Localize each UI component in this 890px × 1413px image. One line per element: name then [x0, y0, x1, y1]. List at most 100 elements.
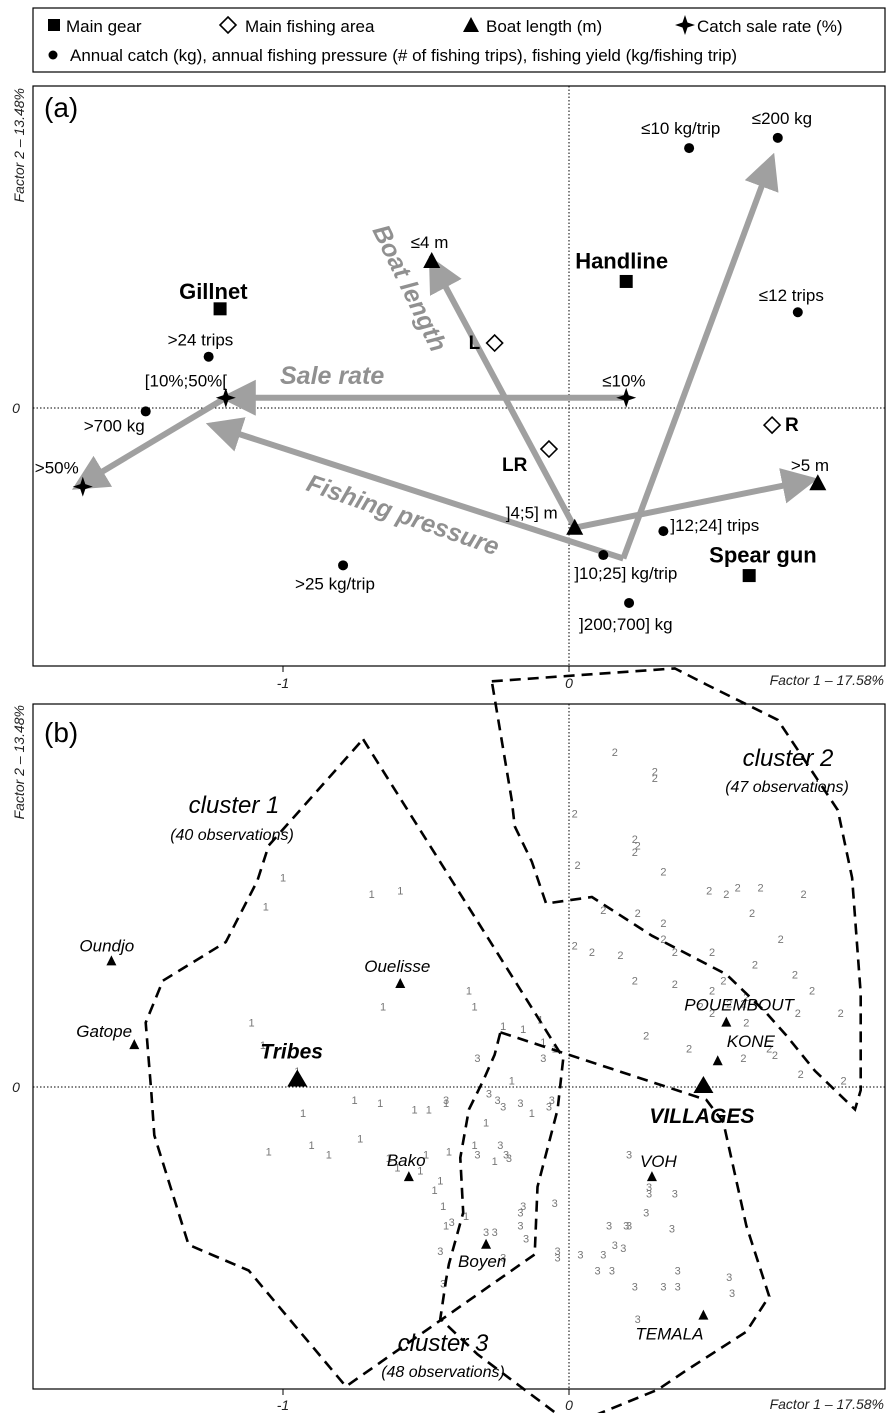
observation-cluster-1: 1: [446, 1146, 452, 1158]
village-marker-bako: [403, 1171, 414, 1182]
observation-cluster-3: 3: [600, 1249, 606, 1261]
village-label-gatope: Gatope: [76, 1022, 132, 1041]
observation-cluster-2: 2: [652, 773, 658, 785]
panel-b: (b) -1 0 0 Factor 1 – 17.58% Factor 2 – 13.4…: [11, 667, 886, 1413]
centroid-label-tribes: Tribes: [260, 1041, 323, 1064]
panel-b-cluster-hulls: [144, 667, 863, 1413]
legend-catch-sale-rate: Catch sale rate (%): [697, 17, 843, 36]
observation-cluster-3: 3: [620, 1243, 626, 1255]
marker-lr: [539, 439, 559, 459]
marker-24-trips: [203, 351, 214, 362]
star-marker-icon: [675, 15, 695, 35]
arrow-label-fishing-pressure: Fishing pressure: [303, 469, 503, 561]
cluster-1-observations: (40 observations): [170, 827, 294, 844]
panel-a-label: (a): [44, 92, 78, 123]
observation-cluster-1: 1: [432, 1185, 438, 1197]
village-label-oundjo: Oundjo: [79, 936, 134, 955]
observation-cluster-3: 3: [549, 1095, 555, 1107]
observation-cluster-1: 1: [443, 1098, 449, 1110]
observation-cluster-3: 3: [669, 1224, 675, 1236]
observation-cluster-2: 2: [686, 1043, 692, 1055]
observation-cluster-3: 3: [546, 1101, 552, 1113]
observation-cluster-3: 3: [646, 1182, 652, 1194]
label-25-kg-trip: >25 kg/trip: [295, 574, 375, 593]
panel-b-cluster-labels: cluster 1 (40 observations) cluster 2 (4…: [170, 745, 849, 1381]
observation-cluster-3: 3: [437, 1246, 443, 1258]
village-label-kone: KONE: [727, 1032, 776, 1051]
observation-cluster-2: 2: [758, 882, 764, 894]
village-marker-pouembout: [721, 1016, 732, 1027]
observation-cluster-3: 3: [729, 1288, 735, 1300]
observation-cluster-1: 1: [540, 1037, 546, 1049]
square-marker-icon: [48, 19, 60, 31]
observation-cluster-1: 1: [351, 1095, 357, 1107]
observation-cluster-2: 2: [660, 866, 666, 878]
observation-cluster-3: 3: [554, 1253, 560, 1265]
observation-cluster-1: 1: [529, 1108, 535, 1120]
observation-cluster-2: 2: [709, 947, 715, 959]
observation-cluster-2: 2: [697, 1002, 703, 1014]
observation-cluster-2: 2: [766, 1043, 772, 1055]
village-label-temala: TEMALA: [635, 1325, 703, 1344]
arrow-sale-rate: [71, 395, 228, 490]
observation-cluster-2: 2: [752, 960, 758, 972]
marker-700-kg: [140, 406, 151, 417]
observation-cluster-1: 1: [443, 1220, 449, 1232]
legend-frame: [32, 7, 886, 73]
observation-cluster-1: 1: [520, 1024, 526, 1036]
observation-cluster-3: 3: [606, 1220, 612, 1232]
observation-cluster-1: 1: [326, 1150, 332, 1162]
observation-cluster-2: 2: [809, 985, 815, 997]
observation-cluster-2: 2: [723, 889, 729, 901]
observation-cluster-2: 2: [798, 1069, 804, 1081]
observation-cluster-2: 2: [635, 908, 641, 920]
y-tick-label: 0: [12, 400, 20, 416]
observation-cluster-3: 3: [552, 1198, 558, 1210]
observation-cluster-2: 2: [660, 918, 666, 930]
observation-cluster-1: 1: [411, 1105, 417, 1117]
legend: Main gear Main fishing area Boat length …: [32, 7, 886, 73]
observation-cluster-2: 2: [632, 976, 638, 988]
label-12-trips: ≤12 trips: [759, 286, 824, 305]
marker-200-700-kg: [624, 597, 635, 608]
observation-cluster-2: 2: [740, 1053, 746, 1065]
observation-cluster-3: 3: [500, 1253, 506, 1265]
label-gillnet: Gillnet: [179, 279, 248, 304]
observation-cluster-1: 1: [263, 902, 269, 914]
centroid-label-villages: VILLAGES: [649, 1105, 754, 1128]
y-tick-label: 0: [12, 1079, 20, 1095]
observation-cluster-2: 2: [652, 766, 658, 778]
panel-b-frame: [32, 703, 886, 1390]
x-tick-label: -1: [277, 675, 289, 691]
observation-cluster-1: 1: [472, 1140, 478, 1152]
observation-cluster-3: 3: [646, 1188, 652, 1200]
x-tick-label: 0: [565, 675, 573, 691]
panel-b-villages: Oundjo Gatope Ouelisse Bako Boyen POUEMBOUT KO…: [76, 936, 795, 1343]
observation-cluster-1: 1: [248, 1018, 254, 1030]
observation-cluster-3: 3: [635, 1314, 641, 1326]
observation-cluster-1: 1: [260, 1040, 266, 1052]
cluster-1-hull: [144, 737, 565, 1389]
label-l: L: [469, 333, 481, 354]
label-50: >50%: [35, 459, 79, 478]
arrow-label-sale-rate: Sale rate: [280, 362, 384, 390]
village-marker-ouelisse: [395, 977, 406, 988]
observation-cluster-2: 2: [672, 979, 678, 991]
label-spear-gun: Spear gun: [709, 543, 817, 568]
observation-cluster-2: 2: [743, 1018, 749, 1030]
cluster-2-title: cluster 2: [743, 745, 834, 772]
observation-cluster-3: 3: [643, 1208, 649, 1220]
label-r: R: [785, 415, 799, 436]
observation-cluster-2: 2: [672, 947, 678, 959]
observation-cluster-3: 3: [672, 1188, 678, 1200]
label-10-25-kg-trip: ]10;25] kg/trip: [574, 564, 677, 583]
village-marker-voh: [646, 1171, 657, 1182]
observation-cluster-3: 3: [675, 1266, 681, 1278]
observation-cluster-3: 3: [483, 1227, 489, 1239]
observation-cluster-2: 2: [735, 882, 741, 894]
observation-cluster-3: 3: [443, 1095, 449, 1107]
circle-marker-icon: [48, 50, 58, 60]
observation-cluster-2: 2: [740, 998, 746, 1010]
x-tick-label: -1: [277, 1397, 289, 1413]
arrow-fishing-pressure: [205, 417, 625, 562]
